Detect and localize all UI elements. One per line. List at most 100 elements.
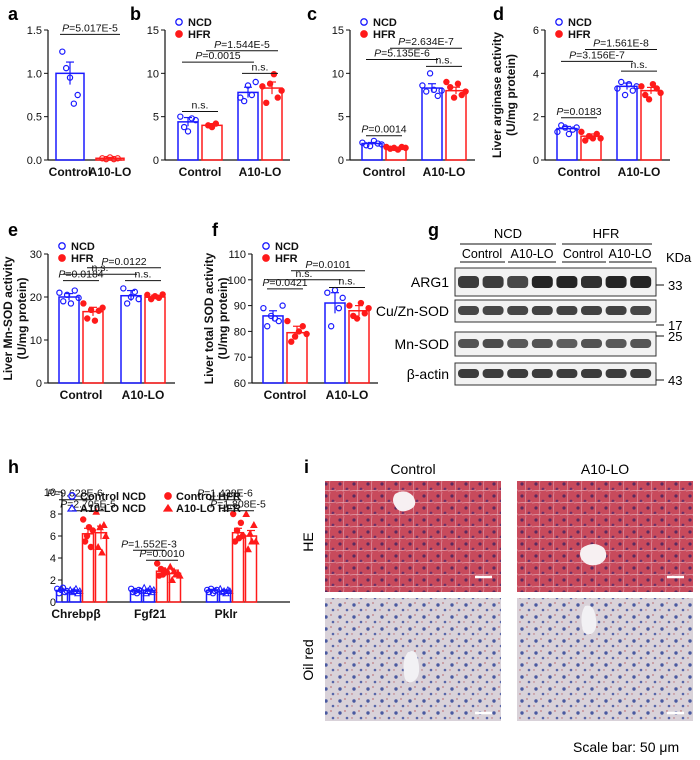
data-point	[239, 532, 246, 540]
data-point	[85, 524, 93, 531]
micrograph-he-a10lo	[517, 481, 693, 592]
data-point	[74, 589, 82, 597]
y-tick-label: 100	[228, 275, 246, 287]
y-tick-label: 5	[153, 112, 159, 124]
data-point	[67, 300, 75, 307]
data-point	[59, 48, 66, 55]
bar	[244, 535, 258, 603]
data-point	[89, 527, 97, 534]
data-point	[366, 142, 374, 150]
x-tick-label: A10-LO	[618, 165, 661, 179]
data-point	[653, 85, 660, 92]
data-point	[430, 86, 438, 94]
blot-row-label-arg1: ARG1	[411, 274, 449, 290]
band-mnsod	[507, 339, 529, 348]
band-mnsod	[630, 339, 652, 348]
bar	[120, 294, 142, 384]
x-tick-label: A10-LO	[239, 165, 282, 179]
band-mnsod	[556, 339, 578, 348]
data-point	[374, 140, 381, 147]
legend-marker	[175, 18, 183, 26]
band-arg1	[482, 276, 504, 288]
band-cuznsod	[630, 306, 652, 315]
vessel-lumen	[581, 605, 597, 635]
p-value-label: P=1.808E-5	[210, 499, 266, 511]
data-point	[438, 87, 445, 94]
data-point	[74, 91, 81, 99]
x-tick-label: Control	[49, 165, 92, 179]
y-tick-label: 2	[533, 112, 539, 124]
data-point	[593, 130, 600, 138]
legend-marker	[262, 254, 270, 262]
data-point	[327, 323, 335, 330]
band-arg1	[458, 276, 479, 288]
band-mnsod	[458, 339, 479, 348]
data-point	[423, 88, 430, 95]
p-value-label: P=5.017E-5	[62, 22, 118, 34]
data-point	[561, 124, 569, 131]
data-point	[155, 294, 163, 302]
blot-row-label-cuznsod: Cu/Zn-SOD	[376, 303, 449, 319]
blot-lane-label: A10-LO	[510, 247, 553, 261]
data-point	[87, 543, 95, 551]
y-axis-title: Liver total SOD activity(U/mg protein)	[202, 252, 230, 384]
chart-panels: 0.00.51.01.5ControlA10-LOP=5.017E-505101…	[1, 17, 670, 621]
data-point	[148, 588, 156, 596]
p-value-label: P=2.705E-5	[60, 499, 116, 511]
legend-marker	[162, 503, 174, 512]
data-point	[244, 82, 252, 89]
p-value-label: n.s.	[192, 99, 209, 111]
band-mnsod	[605, 339, 627, 348]
y-tick-label: 60	[234, 378, 246, 390]
data-point	[100, 520, 108, 528]
data-point	[180, 123, 188, 131]
legend-label: NCD	[275, 241, 299, 253]
band-actin	[531, 369, 553, 378]
data-point	[621, 91, 629, 99]
panel-letter-b: b	[130, 4, 141, 24]
x-tick-label: A10-LO	[326, 388, 369, 402]
band-mnsod	[581, 339, 602, 348]
x-tick-label: A10-LO	[423, 165, 466, 179]
data-point	[225, 586, 234, 594]
blot-strip-cuznsod	[454, 299, 657, 323]
data-point	[274, 94, 281, 101]
y-tick-label: 10	[147, 68, 159, 80]
x-tick-label: Control	[363, 165, 406, 179]
panel-letter-e: e	[8, 220, 18, 240]
panel-letter-i: i	[304, 457, 309, 477]
data-point	[79, 516, 87, 523]
data-point	[70, 100, 78, 107]
data-point	[250, 520, 258, 528]
data-point	[450, 94, 458, 101]
y-tick-label: 0	[50, 597, 56, 609]
data-point	[462, 88, 469, 95]
y-tick-label: 0	[153, 155, 159, 167]
data-point	[242, 509, 251, 517]
blot-group-hfr: HFR	[593, 226, 620, 241]
x-tick-label: A10-LO	[89, 165, 132, 179]
data-point	[98, 548, 106, 556]
band-arg1	[556, 276, 578, 288]
p-value-label: P=5.135E-6	[374, 47, 430, 59]
data-point	[618, 78, 625, 86]
data-point	[144, 586, 152, 594]
y-tick-label: 10	[30, 335, 42, 347]
band-cuznsod	[581, 306, 602, 315]
data-point	[168, 575, 176, 583]
data-point	[87, 306, 95, 314]
legend-marker	[360, 18, 368, 26]
data-point	[251, 537, 260, 545]
y-tick-label: 6	[50, 531, 56, 543]
p-value-label: P=3.156E-7	[569, 49, 625, 61]
y-tick-label: 10	[332, 68, 344, 80]
legend-marker	[360, 30, 368, 38]
p-value-label: n.s.	[631, 59, 648, 71]
y-tick-label: 5	[338, 112, 344, 124]
y-tick-label: 90	[234, 301, 246, 313]
blot-unit-label: KDa	[666, 250, 692, 265]
legend-label: HFR	[373, 29, 396, 41]
data-point	[291, 333, 299, 340]
data-point	[175, 571, 184, 579]
data-point	[92, 507, 101, 515]
